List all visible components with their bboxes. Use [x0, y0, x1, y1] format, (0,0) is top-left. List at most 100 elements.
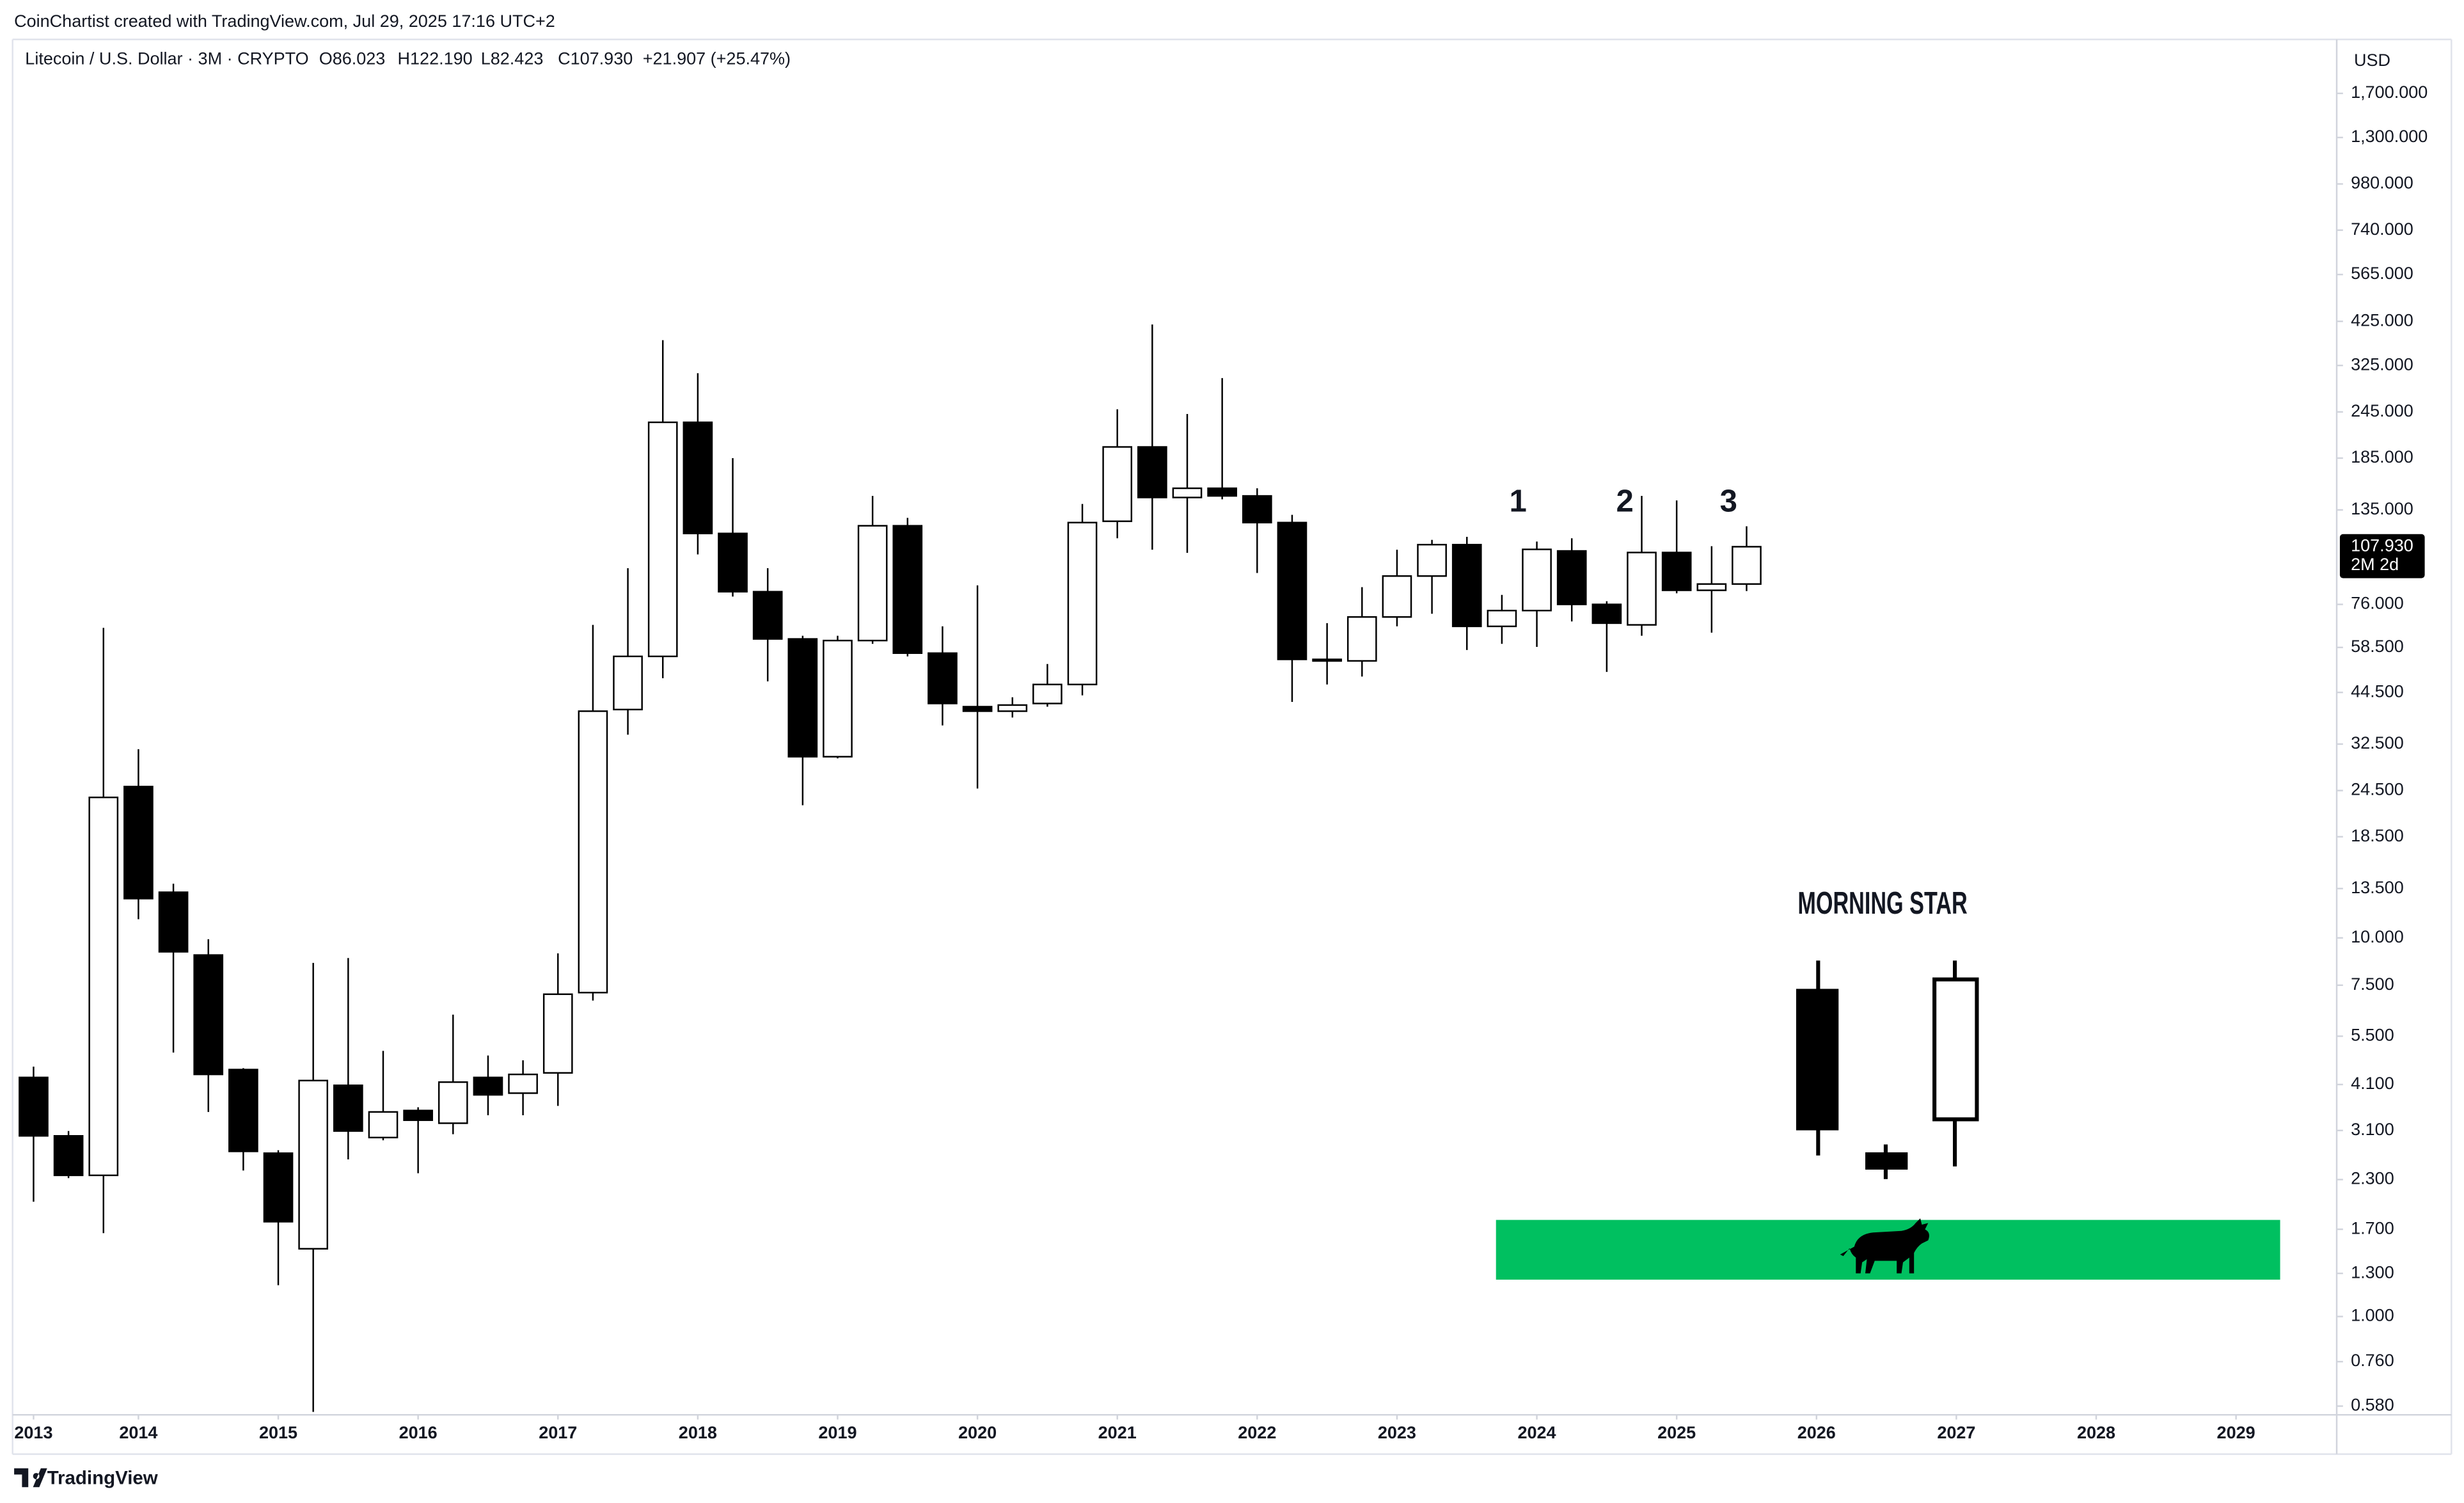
candle-body [228, 1069, 258, 1152]
y-tick-label: 565.000 [2351, 264, 2413, 283]
x-tick-label: 2017 [539, 1423, 577, 1442]
legend-value: C107.930 [558, 49, 633, 68]
candle-body [438, 1081, 468, 1124]
candle-body [1591, 603, 1622, 624]
candle-body [1627, 552, 1657, 626]
candle-body [19, 1076, 49, 1137]
candle-body [1487, 610, 1517, 628]
last-price-box [2339, 534, 2425, 578]
candle-body [53, 1134, 84, 1177]
y-tick-label: 7.500 [2351, 974, 2394, 994]
candle-body [1382, 575, 1412, 618]
candle-body [1067, 521, 1098, 685]
candle-body [1522, 548, 1552, 612]
legend-value: L82.423 [481, 49, 544, 68]
y-tick-label: 1.700 [2351, 1218, 2394, 1237]
morning-star-illustration [1796, 960, 1979, 1179]
x-tick-label: 2022 [1238, 1423, 1276, 1442]
y-tick-label: 4.100 [2351, 1074, 2394, 1093]
candle-body [613, 655, 643, 711]
x-tick-label: 2026 [1797, 1423, 1836, 1442]
candles [19, 324, 1762, 1412]
y-tick-label: 13.500 [2351, 878, 2404, 897]
candle-body [1172, 487, 1203, 498]
x-tick-label: 2021 [1098, 1423, 1137, 1442]
annotation: 3 [1720, 484, 1737, 518]
candle-body [857, 525, 888, 642]
candle-body [718, 532, 748, 592]
annotation-title: MORNING STAR [1797, 886, 1967, 921]
candle-body [928, 652, 958, 704]
header: CoinChartist created with TradingView.co… [14, 12, 555, 31]
y-tick-label: 980.000 [2351, 173, 2413, 193]
last-price-label: 107.930 [2351, 536, 2413, 555]
candle-body [1277, 521, 1307, 660]
y-tick-label: 18.500 [2351, 826, 2404, 845]
candle-body [1556, 550, 1587, 605]
x-tick-label: 2014 [119, 1423, 157, 1442]
y-tick-label: 44.500 [2351, 681, 2404, 701]
candle-body [1347, 616, 1377, 662]
candle-body [1451, 543, 1482, 628]
legend-value: H122.190 [398, 49, 473, 68]
illustration-candle [1932, 977, 1979, 1122]
candle-body [1102, 446, 1133, 522]
y-axis-label: USD [2354, 51, 2390, 70]
y-tick-label: 0.760 [2351, 1351, 2394, 1370]
x-tick-label: 2025 [1657, 1423, 1696, 1442]
candle-body [333, 1084, 363, 1132]
candle-body [1417, 543, 1447, 577]
y-tick-label: 245.000 [2351, 401, 2413, 420]
candle-body [123, 786, 154, 900]
candle-body [1207, 487, 1237, 497]
y-tick-label: 24.500 [2351, 780, 2404, 799]
candle-body [647, 421, 678, 658]
candle-body [1137, 446, 1167, 498]
x-tick-label: 2020 [958, 1423, 997, 1442]
x-tick-label: 2016 [399, 1423, 438, 1442]
y-tick-label: 425.000 [2351, 310, 2413, 330]
y-tick-label: 0.580 [2351, 1396, 2394, 1415]
y-tick-label: 325.000 [2351, 354, 2413, 374]
y-tick-label: 1,300.000 [2351, 127, 2428, 146]
candle-body [962, 706, 993, 712]
candle-body [263, 1152, 294, 1223]
y-tick-label: 76.000 [2351, 594, 2404, 613]
footer-logo [14, 1468, 47, 1488]
x-tick-label: 2024 [1517, 1423, 1556, 1442]
candle-body [823, 639, 853, 758]
x-tick-label: 2013 [14, 1423, 52, 1442]
y-tick-label: 32.500 [2351, 733, 2404, 752]
x-tick-label: 2028 [2077, 1423, 2115, 1442]
y-tick-label: 135.000 [2351, 499, 2413, 518]
y-tick-label: 5.500 [2351, 1026, 2394, 1045]
y-tick-label: 1.000 [2351, 1306, 2394, 1325]
x-tick-label: 2023 [1378, 1423, 1416, 1442]
annotation: 1 [1509, 484, 1526, 518]
illustration-candle [1865, 1152, 1908, 1170]
candle-body [368, 1111, 399, 1139]
illustration-candle [1796, 989, 1839, 1131]
y-tick-label: 1,700.000 [2351, 83, 2428, 102]
candle-body [193, 954, 224, 1076]
y-tick-label: 10.000 [2351, 927, 2404, 946]
legend-value: +21.907 (+25.47%) [643, 49, 791, 68]
countdown: 2M 2d [2351, 555, 2399, 574]
x-tick-label: 2027 [1937, 1423, 1975, 1442]
y-tick-label: 185.000 [2351, 447, 2413, 466]
y-tick-label: 3.100 [2351, 1120, 2394, 1139]
x-tick-label: 2019 [818, 1423, 857, 1442]
candle-body [88, 797, 119, 1177]
x-tick-label: 2015 [259, 1423, 297, 1442]
candle-body [1661, 552, 1692, 591]
candle-body [158, 891, 189, 953]
candle-body [892, 525, 923, 655]
candle-body [787, 638, 818, 758]
candle-body [403, 1109, 433, 1121]
y-tick-label: 2.300 [2351, 1169, 2394, 1188]
candle-body [683, 421, 713, 534]
candle-body [1312, 658, 1342, 662]
footer: TradingView [47, 1468, 158, 1489]
